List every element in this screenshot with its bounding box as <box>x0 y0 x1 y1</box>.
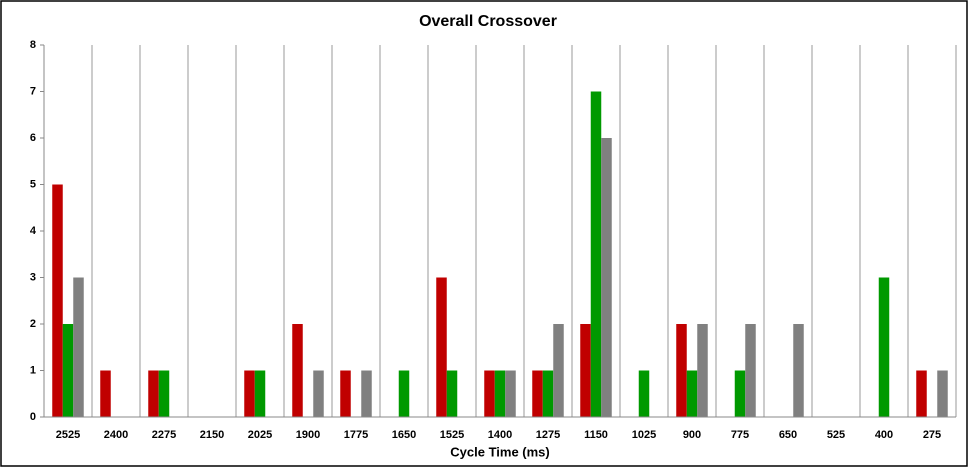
bar <box>553 324 564 417</box>
x-tick-label: 1275 <box>536 429 560 441</box>
y-tick-label: 3 <box>30 271 36 283</box>
x-tick-label: 900 <box>683 429 701 441</box>
x-tick-label: 650 <box>779 429 797 441</box>
bar <box>494 370 506 417</box>
x-tick-label: 1150 <box>584 429 608 441</box>
bar <box>100 370 111 417</box>
x-tick-label: 2400 <box>104 429 128 441</box>
bar <box>638 370 650 417</box>
chart-title: Overall Crossover <box>419 13 557 30</box>
bar <box>878 277 890 417</box>
x-tick-label: 275 <box>923 429 941 441</box>
bar <box>793 324 804 417</box>
y-tick-label: 5 <box>30 178 36 190</box>
bar <box>580 324 591 417</box>
x-tick-label: 1900 <box>296 429 320 441</box>
y-tick-label: 7 <box>30 85 36 97</box>
bar <box>244 370 255 417</box>
bar <box>158 370 170 417</box>
bar <box>590 91 602 417</box>
bar <box>542 370 554 417</box>
x-tick-label: 1650 <box>392 429 416 441</box>
bar <box>601 138 612 417</box>
bar <box>62 324 74 417</box>
x-tick-label: 1025 <box>632 429 656 441</box>
x-tick-label: 400 <box>875 429 893 441</box>
bar <box>292 324 303 417</box>
bar <box>734 370 746 417</box>
x-tick-label: 1525 <box>440 429 464 441</box>
bar <box>436 277 447 417</box>
bar <box>254 370 266 417</box>
y-tick-label: 6 <box>30 132 36 144</box>
bar <box>52 184 63 417</box>
bar <box>361 370 372 417</box>
x-tick-label: 2025 <box>248 429 272 441</box>
bar <box>505 370 516 417</box>
bar <box>313 370 324 417</box>
bar <box>532 370 543 417</box>
bar <box>745 324 756 417</box>
bar <box>446 370 458 417</box>
bar <box>484 370 495 417</box>
x-tick-label: 1775 <box>344 429 368 441</box>
x-tick-label: 525 <box>827 429 845 441</box>
bar <box>676 324 687 417</box>
y-tick-label: 4 <box>30 225 37 237</box>
x-tick-label: 1400 <box>488 429 512 441</box>
x-tick-label: 2525 <box>56 429 80 441</box>
bar <box>937 370 948 417</box>
y-tick-label: 8 <box>30 39 36 51</box>
bar <box>340 370 351 417</box>
bar <box>686 370 698 417</box>
x-axis-title: Cycle Time (ms) <box>450 444 549 459</box>
bar <box>916 370 927 417</box>
y-tick-label: 2 <box>30 318 36 330</box>
y-tick-label: 0 <box>30 411 36 423</box>
bar <box>697 324 708 417</box>
bar <box>398 370 410 417</box>
x-tick-label: 2275 <box>152 429 176 441</box>
x-tick-label: 775 <box>731 429 749 441</box>
y-tick-label: 1 <box>30 364 36 376</box>
bar <box>148 370 159 417</box>
bar <box>73 277 84 417</box>
x-tick-label: 2150 <box>200 429 224 441</box>
